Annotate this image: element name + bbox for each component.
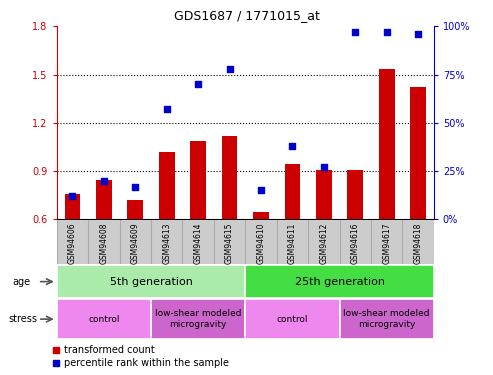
Text: GSM94609: GSM94609 — [131, 222, 140, 264]
Point — [383, 29, 390, 35]
Point — [163, 106, 171, 112]
Text: GSM94614: GSM94614 — [194, 222, 203, 264]
Text: low-shear modeled
microgravity: low-shear modeled microgravity — [344, 309, 430, 329]
Point — [414, 31, 422, 37]
Point — [352, 29, 359, 35]
Point — [320, 164, 328, 170]
Point — [226, 66, 234, 72]
Text: GSM94613: GSM94613 — [162, 222, 171, 264]
Text: GSM94615: GSM94615 — [225, 222, 234, 264]
Bar — [245, 299, 340, 339]
Bar — [284, 164, 300, 219]
Text: GSM94608: GSM94608 — [99, 222, 108, 264]
Point — [257, 188, 265, 194]
Bar — [253, 212, 269, 219]
Bar — [245, 265, 434, 298]
Bar — [379, 69, 394, 219]
Point — [131, 183, 139, 189]
Text: GSM94606: GSM94606 — [68, 222, 77, 264]
Text: GSM94612: GSM94612 — [319, 222, 328, 264]
Bar — [57, 299, 151, 339]
Bar — [57, 265, 245, 298]
Legend: transformed count, percentile rank within the sample: transformed count, percentile rank withi… — [52, 345, 229, 368]
Text: 25th generation: 25th generation — [294, 277, 385, 286]
Text: GSM94618: GSM94618 — [414, 222, 423, 264]
Bar — [127, 200, 143, 219]
Point — [100, 178, 108, 184]
Point — [194, 81, 202, 87]
Text: GSM94610: GSM94610 — [256, 222, 266, 264]
Text: low-shear modeled
microgravity: low-shear modeled microgravity — [155, 309, 242, 329]
Bar — [410, 87, 426, 219]
Point — [288, 143, 296, 149]
Bar — [159, 152, 175, 219]
Bar — [316, 170, 332, 219]
Text: control: control — [277, 315, 308, 324]
Text: control: control — [88, 315, 120, 324]
Text: GDS1687 / 1771015_at: GDS1687 / 1771015_at — [174, 9, 319, 22]
Bar — [65, 194, 80, 219]
Bar — [151, 299, 245, 339]
Bar — [190, 141, 206, 219]
Text: GSM94611: GSM94611 — [288, 222, 297, 264]
Text: GSM94616: GSM94616 — [351, 222, 360, 264]
Text: stress: stress — [8, 314, 37, 324]
Bar — [96, 180, 112, 219]
Point — [69, 193, 76, 199]
Text: GSM94617: GSM94617 — [382, 222, 391, 264]
Bar — [340, 299, 434, 339]
Text: 5th generation: 5th generation — [109, 277, 192, 286]
Bar — [348, 170, 363, 219]
Text: age: age — [12, 277, 31, 286]
Bar — [222, 136, 238, 219]
